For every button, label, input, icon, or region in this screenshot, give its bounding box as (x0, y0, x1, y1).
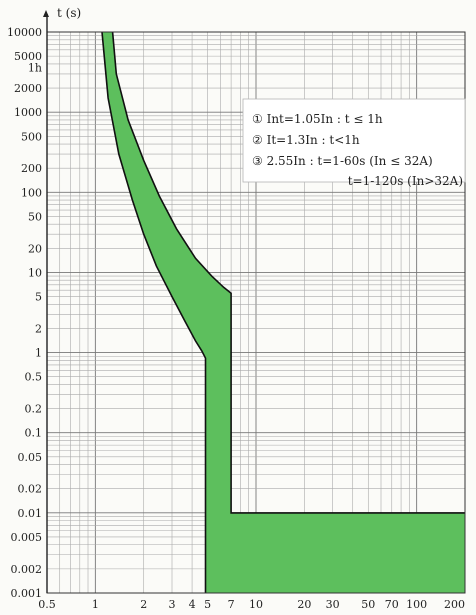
x-tick-label: 10 (249, 598, 263, 611)
y-tick-label: 0.05 (18, 451, 43, 464)
y-tick-label: 0.1 (25, 427, 43, 440)
y-tick-label: 0.001 (11, 587, 43, 600)
y-tick-label: 10000 (7, 26, 42, 39)
x-tick-label: 70 (385, 598, 399, 611)
plot-frame (46, 14, 466, 594)
y-tick-label: 500 (21, 130, 42, 143)
y-tick-label: 1 (35, 347, 42, 360)
legend-item-3: ③ 2.55In : t=1-60s (In ≤ 32A) (252, 154, 433, 168)
x-tick-label: 3 (169, 598, 176, 611)
legend-item-3b: t=1-120s (In>32A) (348, 174, 463, 188)
x-tick-label: 0.5 (38, 598, 56, 611)
legend: ① Int=1.05In : t ≤ 1h ② It=1.3In : t<1h … (242, 98, 466, 188)
y-axis-arrow-icon (43, 10, 49, 17)
x-tick-label: 1 (92, 598, 99, 611)
y-tick-label: 0.2 (25, 403, 43, 416)
x-tick-label: 7 (228, 598, 235, 611)
y-tick-label: 0.02 (18, 483, 43, 496)
series-upper-boundary (111, 31, 465, 514)
y-tick-label: 1h (28, 62, 42, 75)
y-tick-label: 50 (28, 210, 42, 223)
y-tick-label: 0.01 (18, 507, 43, 520)
x-tick-label: 2 (140, 598, 147, 611)
x-tick-label: 30 (326, 598, 340, 611)
y-axis-title: t (s) (57, 6, 81, 20)
y-tick-label: 2 (35, 322, 42, 335)
y-tick-label: 200 (21, 162, 42, 175)
x-tick-label: 20 (297, 598, 311, 611)
y-tick-label: 2000 (14, 82, 42, 95)
legend-item-2: ② It=1.3In : t<1h (252, 133, 360, 147)
tripping-band (101, 31, 465, 593)
series-lower-boundary (101, 31, 207, 593)
legend-box (242, 98, 466, 183)
x-tick-label: 200 (444, 598, 465, 611)
y-tick-label: 5000 (14, 50, 42, 63)
y-tick-label: 0.002 (11, 563, 43, 576)
x-tick-label: 4 (189, 598, 196, 611)
legend-item-1: ① Int=1.05In : t ≤ 1h (252, 112, 383, 126)
y-tick-label: 100 (21, 186, 42, 199)
y-tick-label: 5 (35, 291, 42, 304)
x-tick-labels: 0.5 1 2 3 4 5 7 10 20 30 50 70 100 200 (38, 598, 465, 611)
y-tick-label: 1000 (14, 106, 42, 119)
tripping-band-area (102, 32, 465, 593)
x-tick-label: 50 (361, 598, 375, 611)
y-tick-label: 0.005 (11, 531, 43, 544)
y-tick-label: 20 (28, 242, 42, 255)
y-tick-label: 10 (28, 266, 42, 279)
y-tick-label: 0.5 (25, 371, 43, 384)
x-tick-label: 100 (406, 598, 427, 611)
x-tick-label: 5 (204, 598, 211, 611)
